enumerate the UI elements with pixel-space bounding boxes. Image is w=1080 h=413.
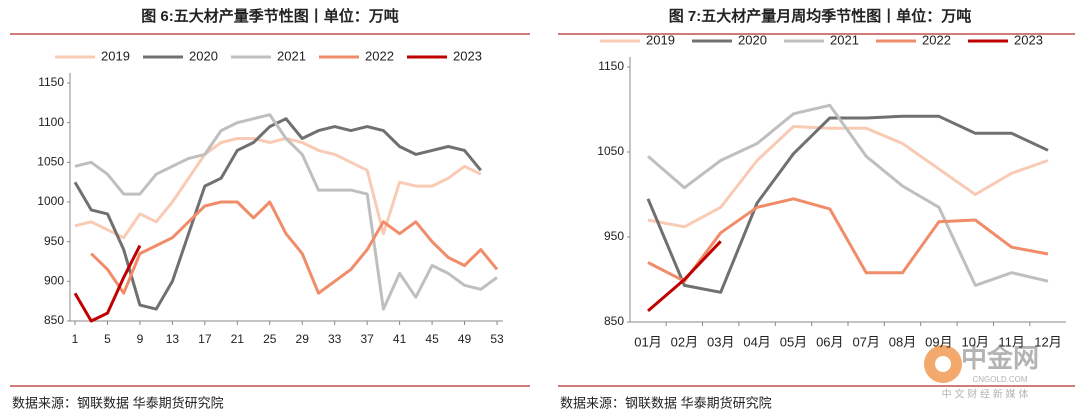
- x-tick-label: 45: [425, 332, 439, 346]
- x-tick-label: 53: [490, 332, 504, 346]
- x-tick-label: 06月: [816, 334, 843, 349]
- x-tick-label: 03月: [707, 334, 734, 349]
- legend-label: 2023: [1014, 32, 1043, 47]
- series-line: [646, 114, 1049, 294]
- series-line: [647, 197, 1049, 283]
- x-tick-label: 10月: [962, 334, 989, 349]
- y-tick-label: 1050: [597, 144, 624, 158]
- x-tick-label: 49: [458, 332, 472, 346]
- y-tick-label: 1000: [37, 194, 64, 208]
- y-tick-label: 1150: [598, 59, 624, 73]
- x-tick-label: 1: [72, 332, 79, 346]
- legend-label: 2023: [453, 48, 482, 63]
- logo-inner: [935, 356, 951, 372]
- y-tick-label: 1100: [38, 115, 64, 129]
- x-tick-label: 17: [198, 332, 212, 346]
- x-tick-label: 09月: [925, 334, 952, 349]
- watermark-url: CNGOLD.COM: [972, 375, 1027, 384]
- x-tick-label: 37: [360, 332, 374, 346]
- legend-label: 2019: [646, 32, 675, 47]
- x-tick-label: 21: [231, 332, 245, 346]
- series-line: [74, 137, 482, 240]
- x-tick-label: 29: [296, 332, 310, 346]
- x-tick-label: 5: [104, 332, 111, 346]
- y-tick-label: 950: [44, 234, 64, 248]
- legend-label: 2022: [365, 48, 394, 63]
- legend-label: 2021: [277, 48, 306, 63]
- y-tick-label: 850: [44, 313, 64, 327]
- x-tick-label: 33: [328, 332, 342, 346]
- x-tick-label: 05月: [780, 334, 807, 349]
- y-tick-label: 1050: [37, 155, 64, 169]
- x-tick-label: 12月: [1034, 334, 1061, 349]
- x-tick-label: 08月: [889, 334, 916, 349]
- x-tick-label: 41: [393, 332, 407, 346]
- x-tick-label: 9: [137, 332, 144, 346]
- series-line: [73, 117, 482, 311]
- chart-title: 图 7:五大材产量月周均季节性图丨单位：万吨: [669, 7, 972, 25]
- source-note: 数据来源：钢联数据 华泰期货研究院: [560, 395, 772, 410]
- x-tick-label: 11月: [998, 334, 1025, 349]
- watermark: 中金网 CNGOLD.COM 中 文 财 经 新 媒 体: [924, 343, 1039, 401]
- legend-label: 2020: [738, 32, 767, 47]
- y-tick-label: 900: [44, 274, 64, 288]
- y-tick-label: 850: [604, 314, 624, 328]
- watermark-tagline: 中 文 财 经 新 媒 体: [942, 388, 1029, 401]
- legend-label: 2022: [922, 32, 951, 47]
- series-line: [73, 244, 142, 323]
- x-tick-label: 01月: [634, 334, 661, 349]
- x-tick-label: 13: [166, 332, 180, 346]
- chart-title: 图 6:五大材产量季节性图丨单位：万吨: [141, 7, 399, 25]
- legend-label: 2021: [830, 32, 859, 47]
- legend-label: 2020: [189, 48, 218, 63]
- y-tick-label: 1150: [38, 75, 64, 89]
- x-tick-label: 07月: [852, 334, 879, 349]
- series-line: [74, 113, 498, 311]
- series-line: [647, 125, 1049, 229]
- x-tick-label: 04月: [743, 334, 770, 349]
- x-tick-label: 25: [263, 332, 277, 346]
- x-tick-label: 02月: [671, 334, 698, 349]
- y-tick-label: 950: [604, 229, 624, 243]
- watermark-name: 中金网: [961, 343, 1039, 373]
- series-line: [90, 200, 499, 295]
- series-line: [647, 240, 722, 313]
- source-note: 数据来源：钢联数据 华泰期货研究院: [12, 395, 224, 410]
- series-line: [647, 103, 1049, 287]
- legend-label: 2019: [101, 48, 130, 63]
